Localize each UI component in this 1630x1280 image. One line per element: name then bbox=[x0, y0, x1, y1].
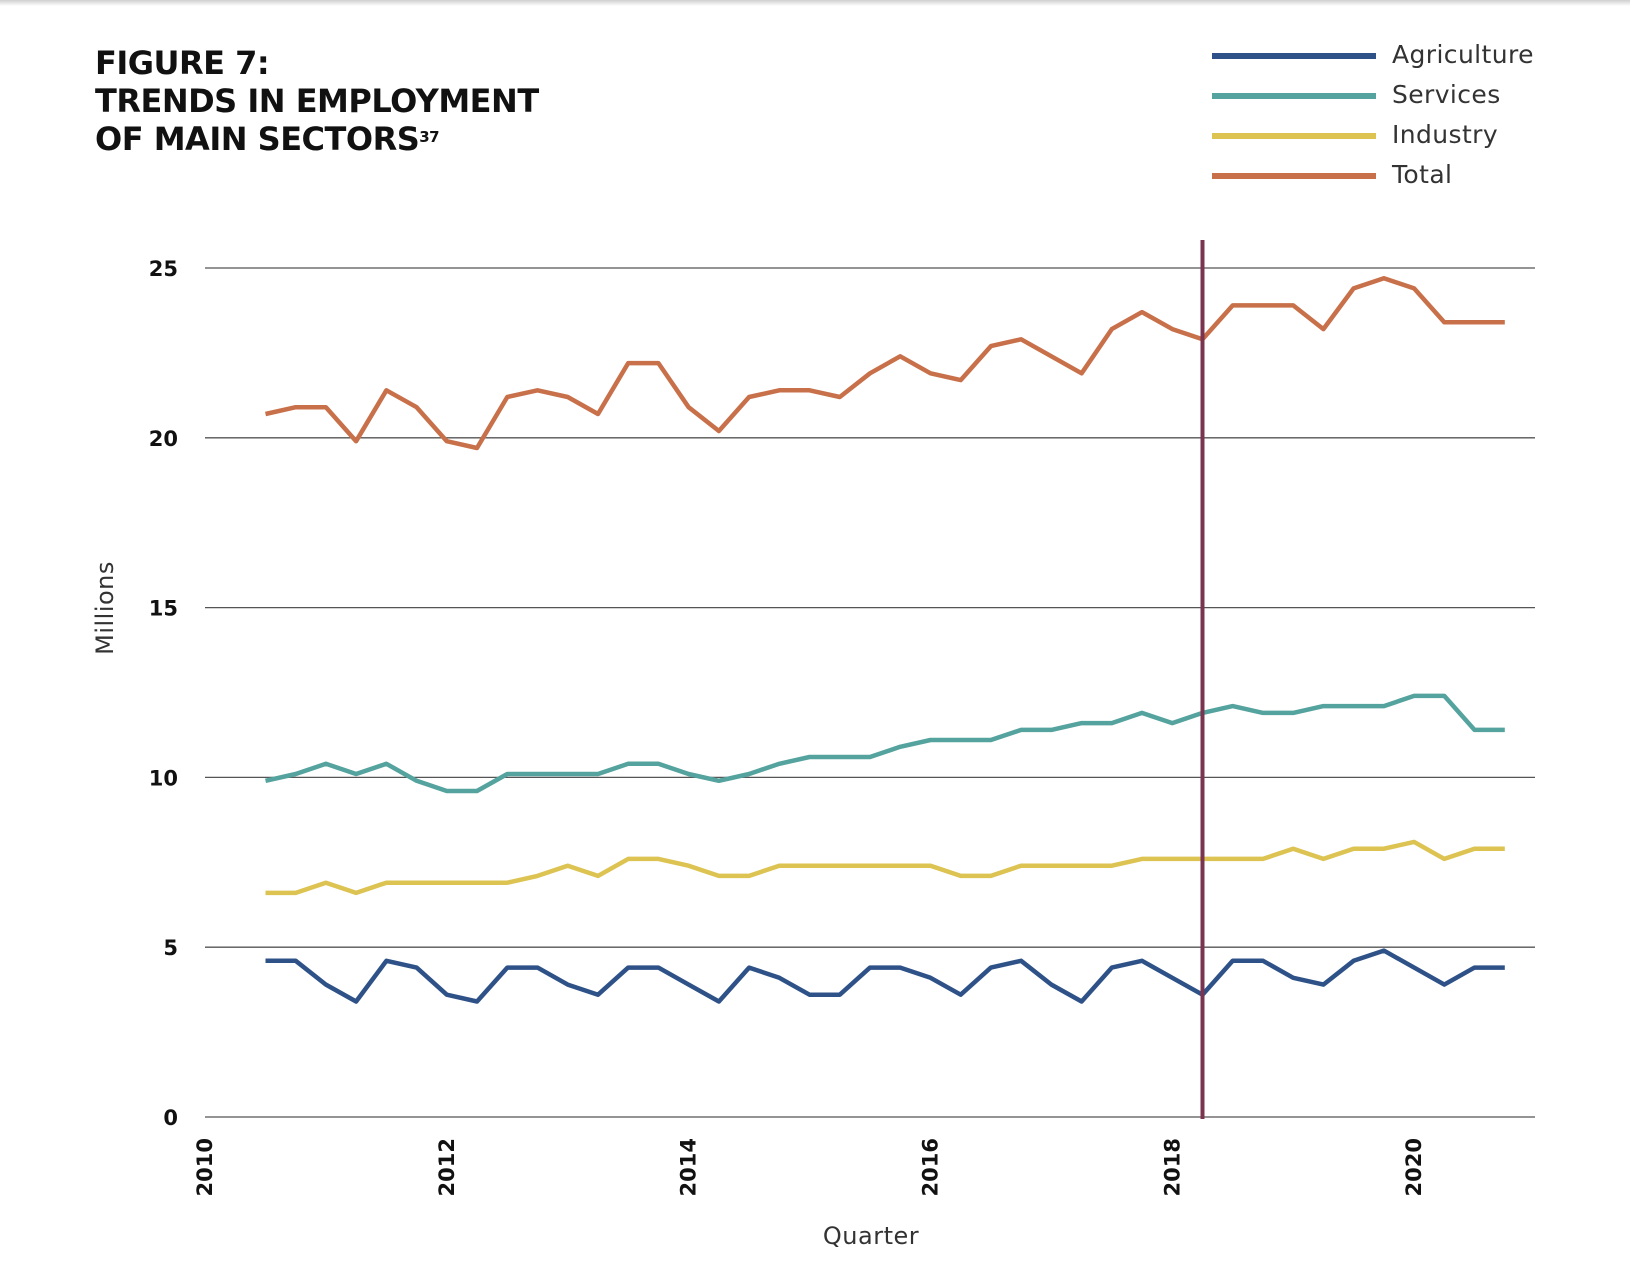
legend-label-services: Services bbox=[1392, 80, 1501, 109]
y-tick-10: 10 bbox=[149, 766, 178, 790]
series-line-industry bbox=[265, 839, 1505, 896]
y-tick-0: 0 bbox=[163, 1106, 178, 1130]
x-tick-2020: 2020 bbox=[1402, 1138, 1426, 1196]
x-tick-2012: 2012 bbox=[435, 1138, 459, 1196]
x-tick-2016: 2016 bbox=[918, 1138, 942, 1196]
y-gridlines bbox=[205, 267, 1535, 1118]
top-shade bbox=[0, 0, 1630, 6]
legend-item-industry: Industry bbox=[1212, 116, 1552, 156]
legend-swatch-total bbox=[1212, 173, 1376, 179]
figure-title-line-1: FIGURE 7: bbox=[95, 44, 270, 82]
x-tick-2014: 2014 bbox=[677, 1138, 701, 1196]
legend-label-industry: Industry bbox=[1392, 120, 1499, 149]
legend-label-total: Total bbox=[1392, 160, 1453, 189]
series-line-agriculture bbox=[265, 948, 1505, 1004]
x-tick-2010: 2010 bbox=[193, 1138, 217, 1196]
legend-label-agriculture: Agriculture bbox=[1392, 40, 1534, 69]
y-axis-label: Millions bbox=[91, 561, 119, 655]
series-line-total bbox=[265, 275, 1505, 451]
series-line-services bbox=[265, 693, 1505, 794]
figure-title: FIGURE 7: TRENDS IN EMPLOYMENT OF MAIN S… bbox=[95, 44, 539, 158]
legend-swatch-agriculture bbox=[1212, 53, 1376, 59]
legend-swatch-industry bbox=[1212, 133, 1376, 139]
figure-title-line-3: OF MAIN SECTORS37 bbox=[95, 120, 539, 158]
y-tick-15: 15 bbox=[149, 597, 178, 621]
figure-footnote-marker: 37 bbox=[419, 128, 440, 146]
y-tick-25: 25 bbox=[149, 257, 178, 281]
y-tick-5: 5 bbox=[163, 936, 178, 960]
series-lines bbox=[265, 275, 1505, 1004]
x-tick-2018: 2018 bbox=[1160, 1138, 1184, 1196]
legend-swatch-services bbox=[1212, 93, 1376, 99]
figure-title-line-2: TRENDS IN EMPLOYMENT bbox=[95, 82, 539, 120]
x-tick-labels: 2010 2012 2014 2016 2018 2020 bbox=[193, 1138, 1426, 1196]
legend-item-services: Services bbox=[1212, 76, 1552, 116]
legend-item-agriculture: Agriculture bbox=[1212, 36, 1552, 76]
y-tick-20: 20 bbox=[149, 427, 178, 451]
legend-item-total: Total bbox=[1212, 156, 1552, 196]
figure-title-line-3-text: OF MAIN SECTORS bbox=[95, 120, 420, 158]
x-axis-label: Quarter bbox=[823, 1222, 919, 1250]
y-tick-labels: 0 5 10 15 20 25 bbox=[149, 257, 178, 1130]
chart-legend: Agriculture Services Industry Total bbox=[1212, 36, 1552, 196]
